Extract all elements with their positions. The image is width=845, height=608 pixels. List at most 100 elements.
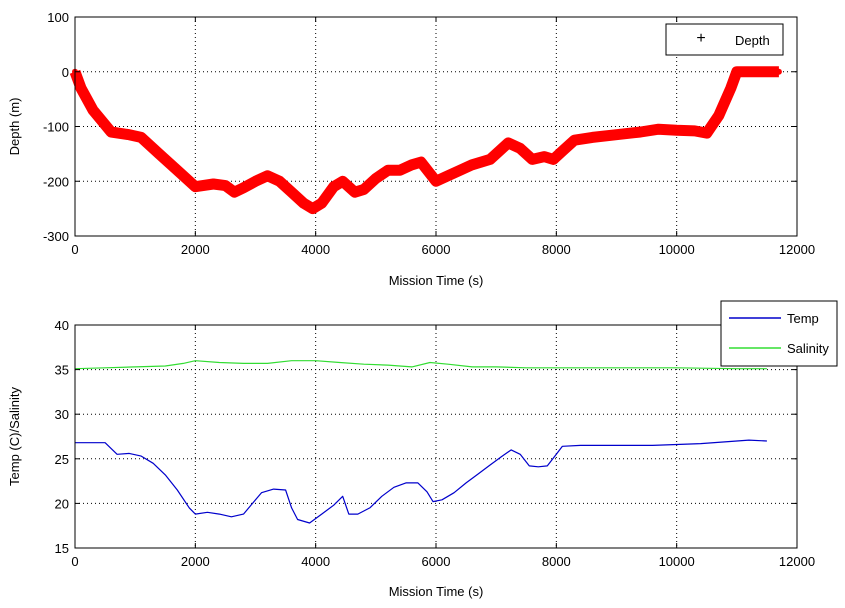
x-tick-label: 4000 <box>301 242 330 257</box>
y-tick-label: -100 <box>43 120 69 135</box>
data-point-depth <box>703 130 710 137</box>
data-point-depth <box>252 178 259 185</box>
x-tick-label: 4000 <box>301 554 330 569</box>
legend-label-salinity: Salinity <box>787 341 829 356</box>
data-point-depth <box>78 85 84 92</box>
depth-chart-y-axis-label: Depth (m) <box>7 98 22 156</box>
y-tick-label: 0 <box>62 65 69 80</box>
x-tick-label: 0 <box>71 242 78 257</box>
depth-chart: 0 2000 4000 6000 8000 10000 12000 -300 -200 -100 0… <box>7 10 815 288</box>
data-point-depth <box>126 131 133 138</box>
depth-chart-ticks: 0 2000 4000 6000 8000 10000 12000 -300 -200 -100 0… <box>43 10 815 257</box>
x-tick-label: 6000 <box>422 554 451 569</box>
temp-salinity-chart-series <box>74 360 767 524</box>
x-tick-label: 8000 <box>542 554 571 569</box>
data-point-depth <box>309 205 316 212</box>
x-tick-label: 12000 <box>779 554 815 569</box>
legend-marker-depth: + <box>696 30 705 47</box>
data-point-depth <box>231 189 238 196</box>
data-point-depth <box>433 178 439 185</box>
temp-salinity-chart-grid <box>75 325 797 548</box>
data-point-depth <box>210 181 217 187</box>
y-tick-label: -200 <box>43 174 69 189</box>
data-point-depth <box>715 112 722 119</box>
data-point-depth <box>156 150 163 157</box>
data-point-depth <box>673 127 680 134</box>
y-tick-label: 30 <box>55 407 69 422</box>
series-line-salinity <box>74 360 767 370</box>
data-point-depth <box>541 153 548 160</box>
legend-box <box>665 23 784 56</box>
data-point-depth <box>571 137 578 144</box>
data-point-depth <box>550 156 557 163</box>
data-point-depth <box>288 189 295 196</box>
data-point-depth <box>396 167 403 174</box>
depth-chart-x-axis-label: Mission Time (s) <box>389 273 484 288</box>
data-point-depth <box>487 156 494 163</box>
x-tick-label: 2000 <box>181 554 210 569</box>
data-point-depth <box>469 161 476 168</box>
data-point-depth <box>745 68 752 75</box>
data-point-depth <box>108 129 115 135</box>
data-point-depth <box>445 172 451 179</box>
series-line-depth <box>69 66 779 215</box>
data-point-depth <box>300 200 307 207</box>
data-point-depth <box>775 68 782 75</box>
data-point-depth <box>733 68 740 75</box>
y-tick-label: 25 <box>55 452 69 467</box>
y-tick-label: 40 <box>55 318 69 333</box>
temp-salinity-chart-x-axis-label: Mission Time (s) <box>389 584 484 599</box>
data-point-depth <box>222 182 229 189</box>
data-point-depth <box>360 186 367 193</box>
data-point-depth <box>318 200 325 207</box>
data-point-depth <box>174 167 181 174</box>
legend-label-temp: Temp <box>787 311 819 326</box>
data-point-depth <box>691 127 698 134</box>
y-tick-label: 20 <box>55 496 69 511</box>
data-point-depth <box>655 126 662 133</box>
x-tick-label: 10000 <box>659 554 695 569</box>
temp-salinity-chart-y-axis-label: Temp (C)/Salinity <box>7 387 22 486</box>
legend-label-depth: Depth <box>735 33 770 48</box>
temp-salinity-chart: 0 2000 4000 6000 8000 10000 12000152025303540 … <box>7 300 838 599</box>
temp-salinity-chart-legend: Temp Salinity <box>720 300 838 367</box>
data-point-depth <box>613 131 620 138</box>
legend-box <box>720 300 838 367</box>
data-point-depth <box>408 161 415 168</box>
data-point-depth <box>240 184 247 191</box>
series-line-temp <box>75 439 767 524</box>
data-point-depth <box>517 145 524 152</box>
data-point-depth <box>192 183 199 190</box>
x-tick-label: 2000 <box>181 242 210 257</box>
x-tick-label: 0 <box>71 554 78 569</box>
data-point-depth <box>276 178 283 185</box>
data-point-depth <box>505 139 512 146</box>
depth-chart-legend: + Depth <box>665 23 784 56</box>
data-point-depth <box>90 107 96 114</box>
data-point-depth <box>339 178 346 185</box>
data-point-depth <box>589 134 596 141</box>
data-point-depth <box>418 159 424 166</box>
depth-chart-series <box>69 66 782 215</box>
y-tick-label: -300 <box>43 229 69 244</box>
x-tick-label: 8000 <box>542 242 571 257</box>
x-tick-label: 10000 <box>659 242 695 257</box>
data-point-depth <box>457 167 464 174</box>
data-point-depth <box>138 134 145 141</box>
data-point-depth <box>384 167 391 174</box>
y-tick-label: 35 <box>55 363 69 378</box>
data-point-depth <box>529 156 536 163</box>
data-point-depth <box>559 148 566 155</box>
data-point-depth <box>372 175 379 182</box>
x-tick-label: 12000 <box>779 242 815 257</box>
y-tick-label: 100 <box>47 10 69 25</box>
data-point-depth <box>264 172 271 179</box>
y-tick-label: 15 <box>55 541 69 556</box>
data-point-depth <box>757 68 764 75</box>
x-tick-label: 6000 <box>422 242 451 257</box>
data-point-depth <box>727 85 734 92</box>
data-point-depth <box>351 189 358 196</box>
data-point-depth <box>637 129 644 135</box>
